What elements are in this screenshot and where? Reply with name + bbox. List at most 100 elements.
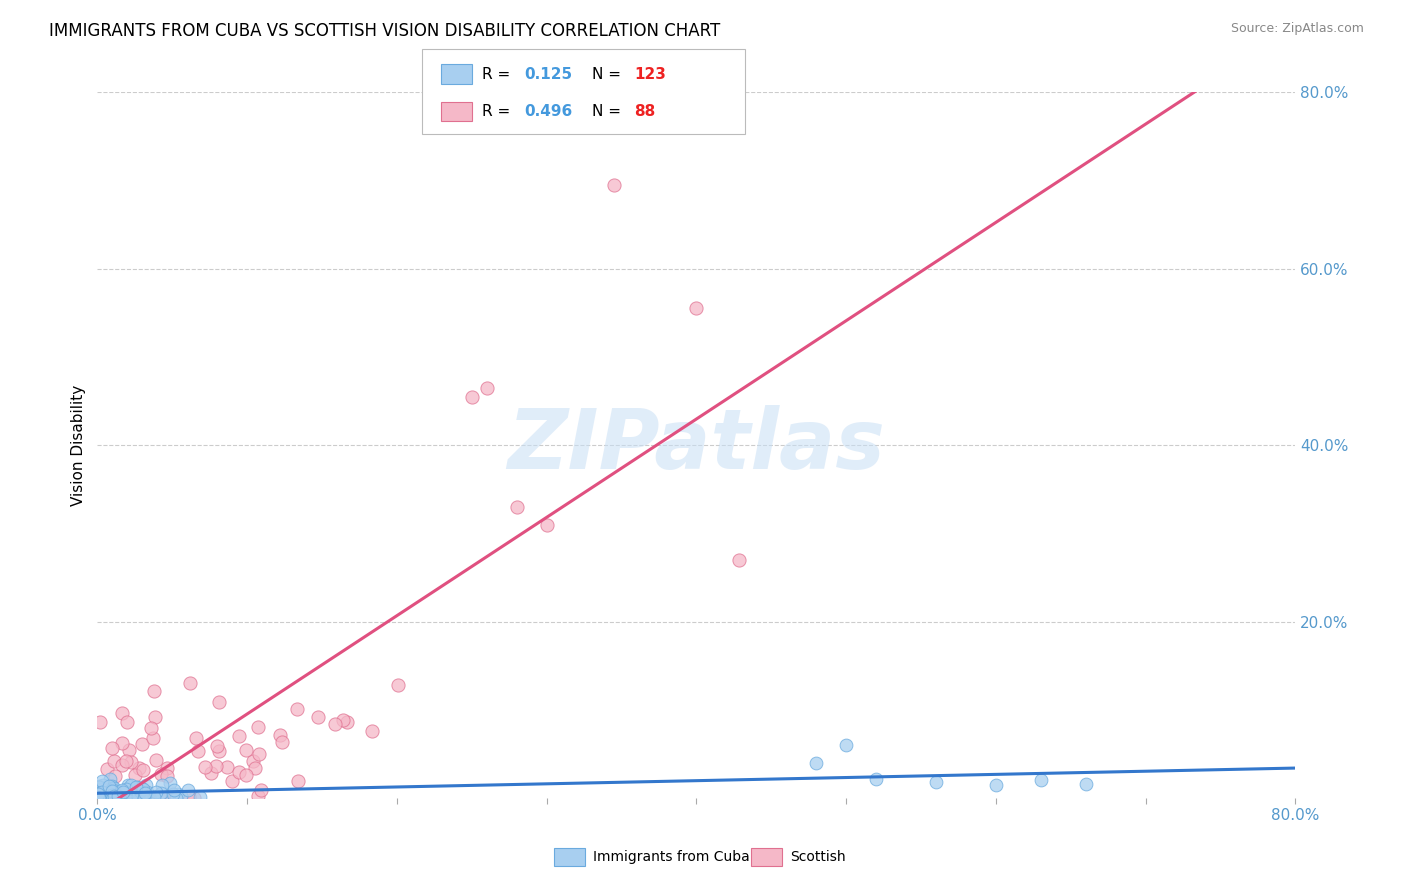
Point	[90, 791, 112, 805]
Point	[188, 790, 211, 805]
Point	[103, 791, 125, 805]
Point	[94, 782, 117, 797]
Point	[122, 791, 145, 805]
Point	[96, 784, 118, 798]
Point	[162, 787, 184, 801]
Point	[93, 781, 115, 796]
Point	[90, 788, 112, 802]
Point	[105, 784, 128, 798]
Point	[111, 706, 134, 721]
Point	[105, 788, 128, 802]
Point	[93, 789, 115, 804]
Point	[145, 753, 167, 767]
Point	[97, 780, 120, 794]
Point	[150, 778, 173, 792]
Point	[86, 791, 108, 805]
Point	[134, 786, 156, 800]
Point	[235, 742, 257, 756]
Point	[205, 739, 228, 753]
Point	[215, 760, 238, 774]
Point	[132, 791, 155, 805]
Point	[103, 791, 125, 805]
Point	[86, 787, 108, 801]
Point	[194, 760, 217, 774]
Point	[105, 785, 128, 799]
Point	[323, 717, 346, 731]
Point	[925, 775, 948, 789]
Point	[104, 789, 127, 803]
Point	[110, 789, 132, 803]
Point	[153, 791, 176, 805]
Point	[105, 788, 128, 802]
Point	[115, 791, 138, 805]
Point	[96, 782, 118, 797]
Text: N =: N =	[592, 67, 626, 81]
Point	[100, 740, 122, 755]
Point	[131, 781, 153, 796]
Point	[332, 713, 354, 727]
Point	[228, 729, 250, 743]
Text: 0.496: 0.496	[524, 104, 572, 119]
Text: R =: R =	[482, 67, 516, 81]
Point	[132, 791, 155, 805]
Point	[221, 774, 243, 789]
Point	[111, 758, 134, 772]
Point	[87, 786, 110, 800]
Point	[111, 785, 134, 799]
Point	[145, 785, 167, 799]
Point	[96, 791, 118, 805]
Point	[177, 790, 200, 805]
Point	[107, 789, 129, 803]
Point	[117, 778, 139, 792]
Point	[89, 790, 111, 805]
Point	[118, 783, 141, 797]
Point	[101, 791, 124, 805]
Point	[129, 781, 152, 796]
Point	[865, 772, 887, 786]
Point	[98, 789, 121, 804]
Point	[93, 788, 115, 802]
Point	[159, 776, 181, 790]
Point	[104, 769, 127, 783]
Point	[360, 723, 382, 738]
Point	[103, 788, 125, 802]
Point	[98, 791, 121, 805]
Point	[143, 710, 166, 724]
Point	[87, 791, 110, 805]
Point	[271, 734, 294, 748]
Point	[127, 784, 149, 798]
Point	[167, 788, 190, 802]
Point	[243, 760, 266, 774]
Point	[179, 675, 201, 690]
Point	[170, 791, 193, 805]
Point	[132, 763, 155, 777]
Point	[129, 791, 152, 805]
Point	[96, 791, 118, 805]
Point	[103, 754, 125, 768]
Text: ZIPatlas: ZIPatlas	[508, 405, 886, 486]
Point	[87, 791, 110, 805]
Point	[142, 789, 165, 804]
Point	[98, 785, 121, 799]
Point	[103, 789, 125, 804]
Point	[101, 789, 124, 804]
Point	[117, 715, 139, 730]
Point	[150, 789, 173, 804]
Point	[603, 178, 626, 192]
Point	[287, 773, 309, 788]
Point	[101, 781, 124, 796]
Point	[128, 761, 150, 775]
Point	[98, 779, 121, 793]
Point	[136, 791, 159, 805]
Point	[101, 779, 124, 793]
Point	[124, 781, 146, 796]
Point	[247, 720, 270, 734]
Point	[101, 785, 124, 799]
Point	[728, 553, 751, 567]
Point	[129, 784, 152, 798]
Text: 123: 123	[634, 67, 666, 81]
Point	[90, 785, 112, 799]
Point	[685, 301, 707, 316]
Point	[104, 789, 127, 804]
Point	[111, 791, 134, 805]
